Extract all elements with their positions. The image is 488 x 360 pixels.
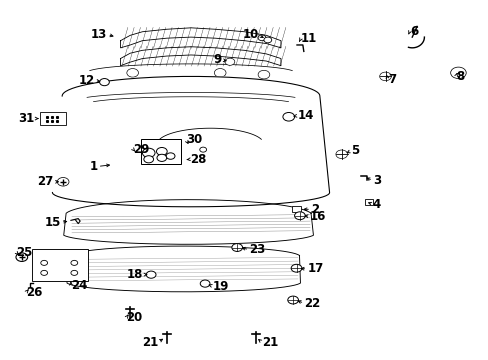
- Text: 31: 31: [18, 112, 34, 125]
- Circle shape: [258, 35, 265, 41]
- Circle shape: [41, 270, 47, 275]
- Circle shape: [258, 70, 269, 79]
- Polygon shape: [120, 47, 281, 66]
- Text: 1: 1: [89, 160, 98, 173]
- Text: 19: 19: [212, 280, 228, 293]
- Text: 22: 22: [304, 297, 320, 310]
- FancyBboxPatch shape: [291, 206, 301, 212]
- Circle shape: [142, 148, 155, 157]
- Text: 15: 15: [44, 216, 61, 229]
- FancyBboxPatch shape: [40, 112, 66, 125]
- Circle shape: [379, 72, 390, 81]
- Text: 16: 16: [309, 210, 326, 223]
- Circle shape: [200, 280, 209, 287]
- Text: 30: 30: [186, 134, 202, 147]
- Text: 13: 13: [91, 28, 107, 41]
- Circle shape: [450, 67, 465, 78]
- Polygon shape: [63, 200, 313, 244]
- Circle shape: [283, 112, 294, 121]
- FancyBboxPatch shape: [141, 139, 181, 163]
- Text: 14: 14: [297, 109, 313, 122]
- Text: 24: 24: [71, 279, 87, 292]
- Circle shape: [71, 260, 78, 265]
- Text: 5: 5: [351, 144, 359, 157]
- Circle shape: [156, 148, 167, 156]
- Circle shape: [143, 156, 153, 163]
- Circle shape: [335, 150, 347, 158]
- Text: 26: 26: [26, 286, 42, 299]
- Circle shape: [224, 58, 234, 65]
- Text: 11: 11: [300, 32, 317, 45]
- Text: 27: 27: [37, 175, 53, 188]
- Circle shape: [41, 260, 47, 265]
- Text: 20: 20: [126, 311, 142, 324]
- Text: 25: 25: [16, 246, 32, 258]
- Circle shape: [200, 147, 206, 152]
- Circle shape: [157, 154, 166, 161]
- Circle shape: [166, 153, 175, 159]
- Circle shape: [100, 78, 109, 86]
- Text: 9: 9: [213, 54, 221, 67]
- Text: 21: 21: [262, 336, 278, 349]
- Text: 28: 28: [190, 153, 206, 166]
- Text: 29: 29: [133, 143, 149, 156]
- Circle shape: [290, 264, 301, 272]
- FancyBboxPatch shape: [364, 199, 372, 205]
- Text: 21: 21: [142, 336, 158, 349]
- Circle shape: [294, 212, 305, 220]
- Polygon shape: [67, 246, 300, 292]
- Text: 3: 3: [372, 174, 380, 187]
- Circle shape: [287, 296, 298, 304]
- Circle shape: [231, 244, 242, 251]
- FancyBboxPatch shape: [32, 249, 88, 281]
- Circle shape: [71, 270, 78, 275]
- Circle shape: [146, 271, 156, 278]
- Circle shape: [264, 37, 271, 43]
- Text: 2: 2: [310, 203, 319, 216]
- Text: 8: 8: [455, 70, 463, 83]
- Text: 17: 17: [306, 262, 323, 275]
- Circle shape: [126, 68, 138, 77]
- Text: 6: 6: [409, 25, 417, 38]
- Polygon shape: [52, 76, 329, 207]
- Text: 4: 4: [372, 198, 380, 211]
- Text: 7: 7: [387, 73, 395, 86]
- Text: 10: 10: [243, 28, 259, 41]
- Text: 12: 12: [79, 74, 95, 87]
- Circle shape: [16, 253, 28, 261]
- Text: 23: 23: [249, 243, 265, 256]
- Polygon shape: [120, 28, 281, 48]
- Circle shape: [57, 177, 69, 186]
- Text: 18: 18: [126, 268, 142, 281]
- Circle shape: [214, 68, 225, 77]
